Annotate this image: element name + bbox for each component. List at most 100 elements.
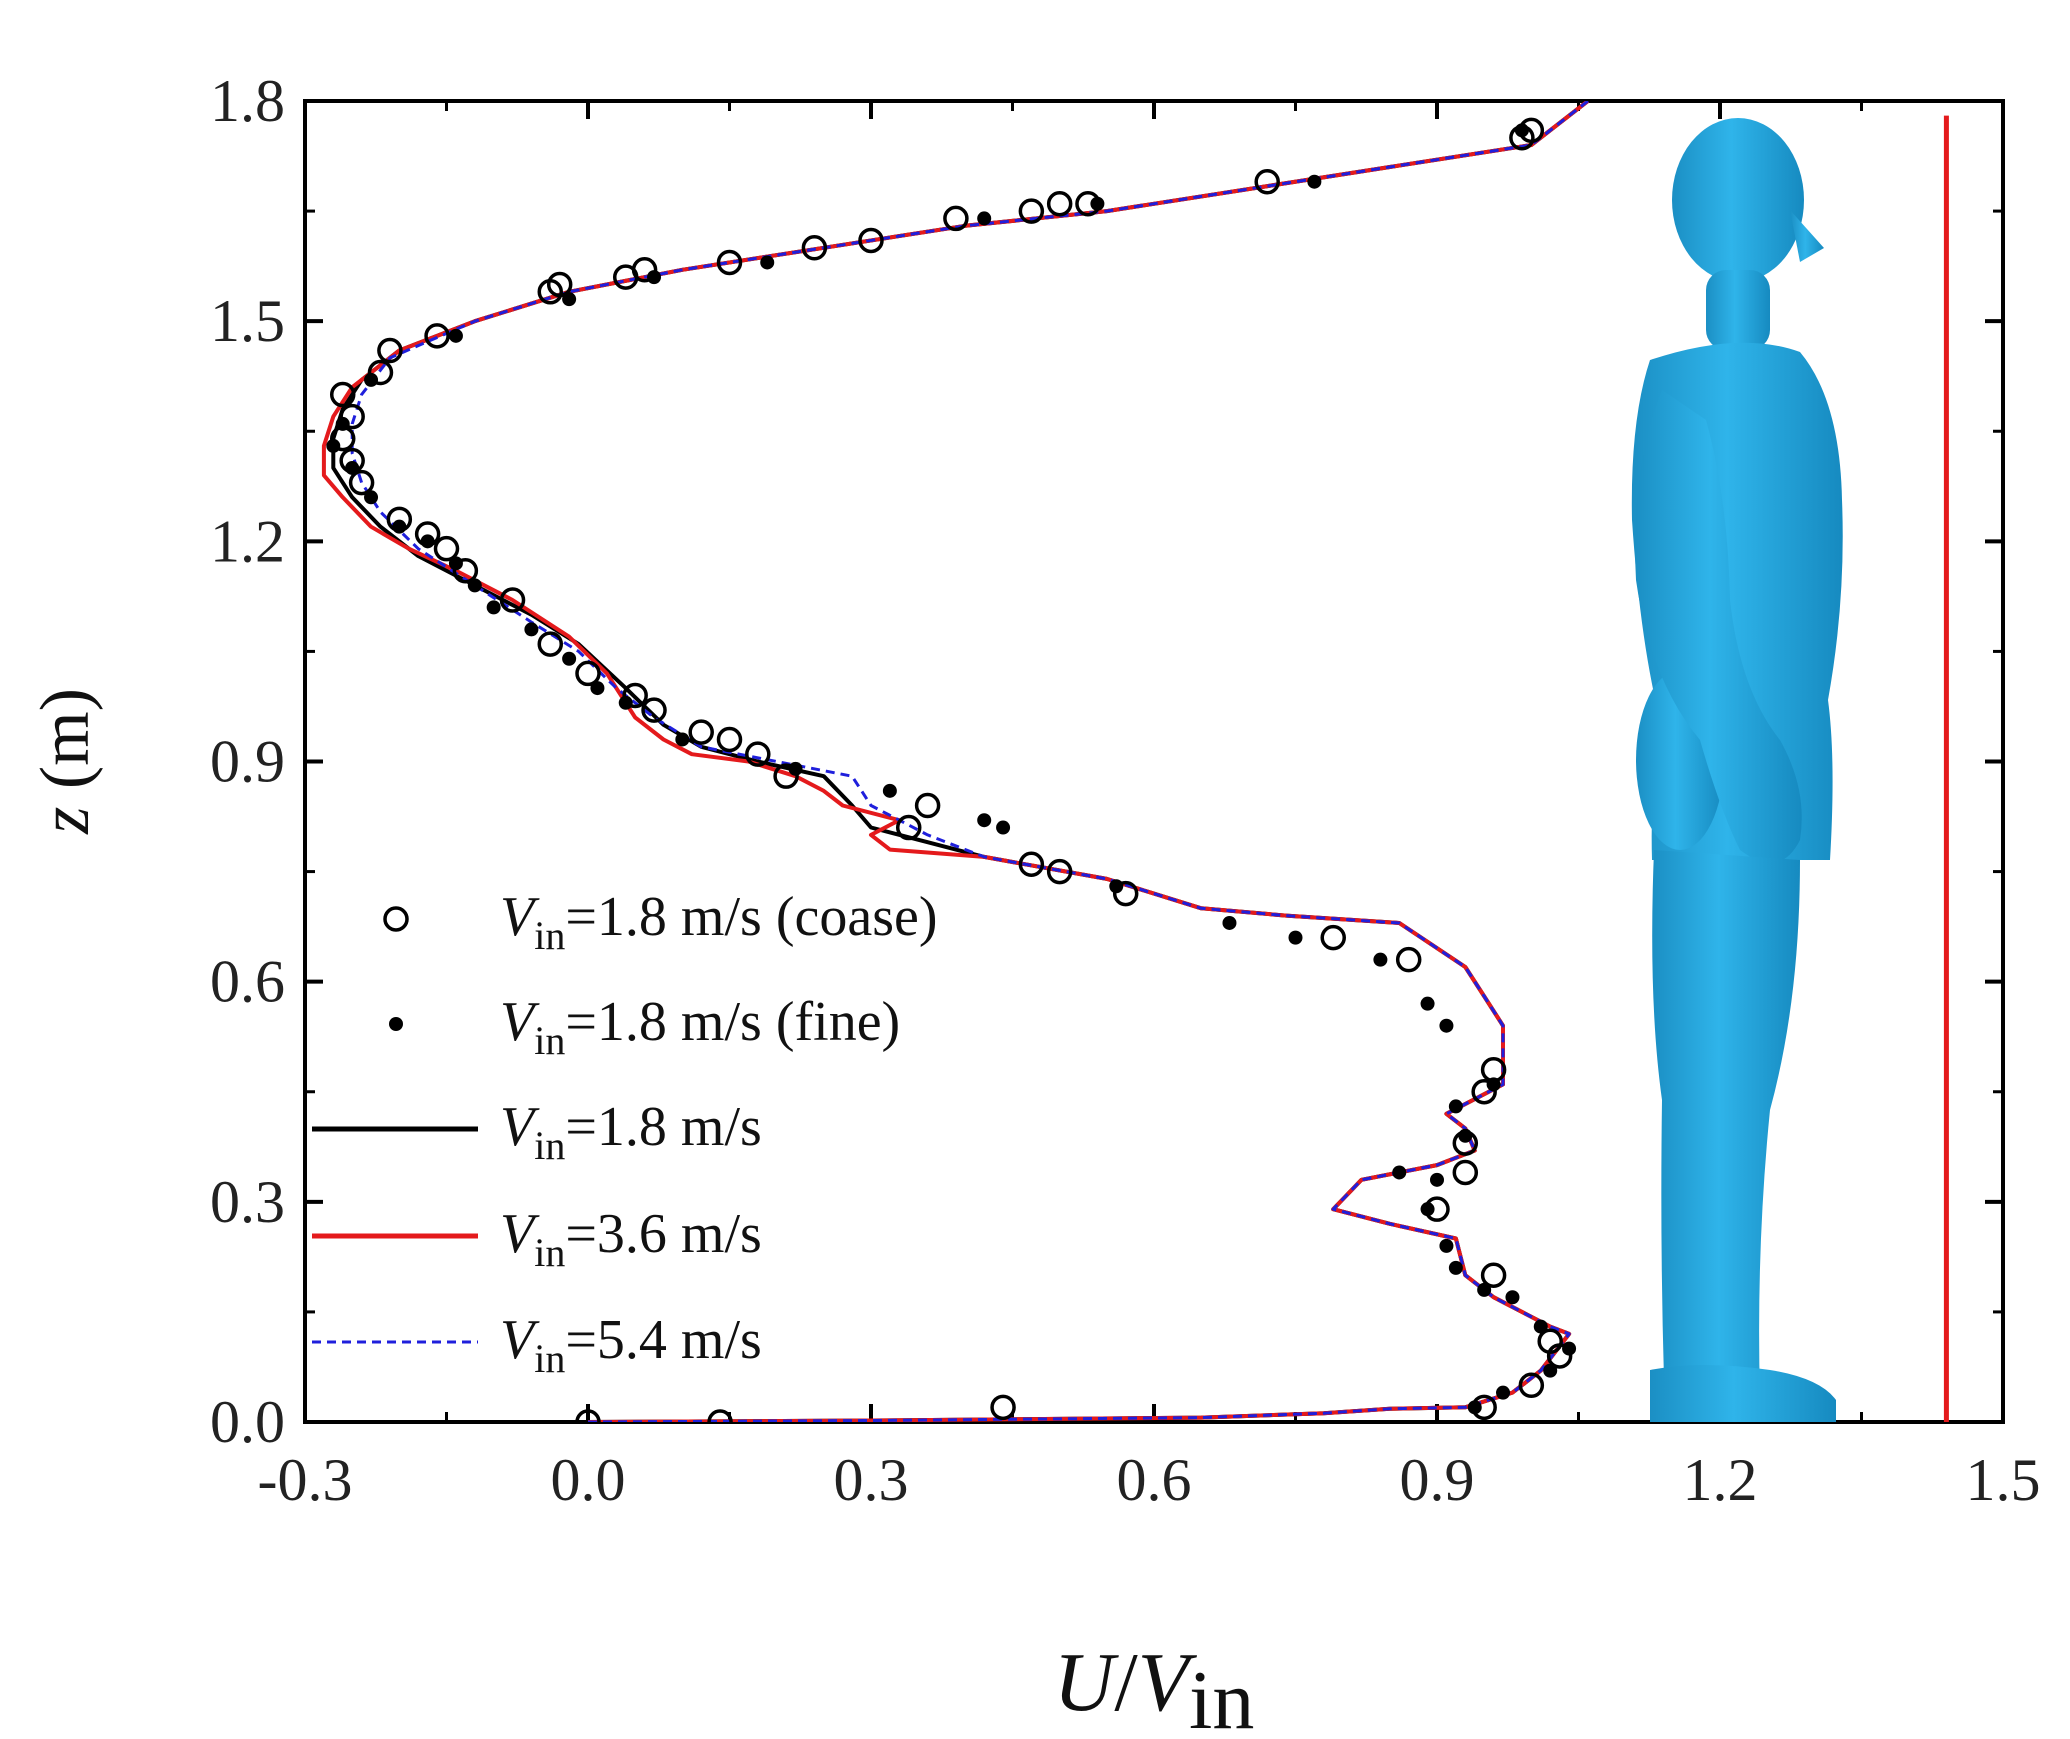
legend-label-var: V [500, 1309, 540, 1371]
scatter-point-fine [364, 372, 379, 387]
legend-label-rest: =1.8 m/s [565, 1096, 762, 1158]
scatter-point-coarse [1518, 1372, 1545, 1399]
scatter-point-coarse [433, 535, 460, 562]
scatter-point-fine [1514, 123, 1529, 138]
legend-label-1: Vin=1.8 m/s (fine) [500, 991, 900, 1063]
scatter-point-coarse [914, 792, 941, 819]
scatter-point-fine [1392, 1165, 1407, 1180]
scatter-point-fine [1373, 952, 1388, 967]
scatter-point-coarse [745, 741, 771, 767]
x-tick-labels: -0.3 0.0 0.3 0.6 0.9 1.2 1.5 [258, 1447, 2041, 1513]
scatter-point-coarse [858, 227, 884, 254]
scatter-point-coarse [1480, 1262, 1507, 1288]
legend-label-0: Vin=1.8 m/s (coase) [500, 886, 938, 958]
scatter-point-fine [788, 761, 803, 776]
y-tick-label: 0.6 [210, 949, 285, 1015]
legend-label-sub: in [534, 1018, 565, 1063]
scatter-point-fine [1430, 1172, 1444, 1187]
scatter-point-coarse [716, 726, 743, 753]
scatter-point-coarse [688, 719, 714, 745]
scatter-point-fine [335, 416, 350, 431]
scatter-point-fine [1307, 174, 1322, 189]
legend-label-rest: =1.8 m/s (coase) [565, 886, 937, 948]
scatter-point-fine [364, 490, 379, 505]
scatter-point-coarse [499, 587, 526, 613]
scatter-point-fine [1467, 1400, 1482, 1415]
x-axis-title: U/Vin [1054, 1636, 1255, 1739]
human-figure-icon [1631, 118, 1843, 1422]
legend-label-var: V [500, 1096, 540, 1158]
scatter-point-fine [326, 438, 341, 453]
scatter-point-fine [345, 460, 360, 475]
scatter-point-coarse [537, 279, 564, 305]
scatter-point-fine [1543, 1363, 1558, 1378]
scatter-point-coarse [1254, 168, 1280, 195]
legend-label-4: Vin=5.4 m/s [500, 1309, 762, 1381]
scatter-point-fine [467, 578, 482, 593]
scatter-point-fine [1109, 879, 1124, 894]
scatter-point-fine [524, 622, 539, 637]
legend-marker-fine [389, 1017, 403, 1031]
scatter-point-coarse [990, 1394, 1016, 1421]
scatter-point-fine [618, 695, 633, 710]
x-tick-label: 0.0 [551, 1447, 626, 1513]
scatter-point-coarse [801, 235, 828, 261]
y-tick-label: 1.8 [210, 68, 285, 134]
scatter-point-fine [1439, 1238, 1454, 1253]
y-axis-title-var: z [27, 807, 104, 835]
scatter-point-coarse [773, 763, 799, 789]
scatter-point-coarse [1395, 946, 1422, 973]
scatter-point-coarse [1046, 190, 1073, 217]
x-tick-label: 0.3 [834, 1447, 909, 1513]
scatter-point-fine [562, 292, 577, 307]
x-tick-label: 1.5 [1966, 1447, 2041, 1513]
series-markers [326, 117, 1577, 1422]
scatter-point-fine [1420, 1202, 1435, 1217]
series-line-4 [350, 101, 1589, 1422]
scatter-point-fine [1486, 1077, 1501, 1092]
legend-label-rest: =3.6 m/s [565, 1203, 762, 1265]
legend-label-sub: in [534, 1230, 565, 1275]
scatter-point-coarse [575, 1409, 601, 1422]
scatter-point-coarse [1046, 858, 1073, 885]
scatter-point-fine [1448, 1260, 1463, 1275]
legend-label-rest: =1.8 m/s (fine) [565, 991, 900, 1053]
legend-label-var: V [500, 1203, 540, 1265]
scatter-point-fine [1222, 915, 1237, 930]
legend-label-var: V [500, 991, 540, 1053]
scatter-point-coarse [1018, 198, 1045, 224]
legend-label-sub: in [534, 913, 565, 958]
scatter-point-fine [420, 534, 435, 549]
legend-marker-coarse [383, 906, 409, 932]
scatter-point-coarse [1112, 880, 1139, 907]
scatter-point-coarse [895, 814, 922, 841]
scatter-point-fine [1448, 1099, 1463, 1114]
scatter-point-fine [448, 556, 463, 571]
scatter-point-coarse [1452, 1159, 1479, 1186]
scatter-point-fine [1090, 196, 1105, 211]
x-axis-title-sep: / [1114, 1636, 1138, 1729]
x-axis-title-main: U [1054, 1636, 1120, 1729]
legend: Vin=1.8 m/s (coase)Vin=1.8 m/s (fine)Vin… [312, 886, 938, 1381]
scatter-point-fine [977, 813, 992, 828]
scatter-point-coarse [631, 257, 658, 283]
scatter-point-fine [675, 732, 690, 747]
scatter-point-fine [882, 783, 897, 798]
legend-label-3: Vin=3.6 m/s [500, 1203, 762, 1275]
scatter-point-fine [647, 270, 662, 285]
y-tick-label: 1.2 [210, 508, 285, 574]
y-tick-label: 0.3 [210, 1169, 285, 1235]
scatter-point-fine [1505, 1290, 1520, 1305]
y-axis-title: z (m) [27, 688, 104, 835]
scatter-point-coarse [537, 631, 564, 657]
scatter-point-coarse [367, 359, 394, 386]
y-tick-labels: 0.0 0.3 0.6 0.9 1.2 1.5 1.8 [210, 68, 285, 1455]
scatter-point-coarse [348, 469, 375, 496]
x-tick-label: 0.9 [1400, 1447, 1475, 1513]
x-tick-label: 1.2 [1683, 1447, 1758, 1513]
scatter-point-coarse [575, 660, 601, 687]
scatter-point-fine [562, 651, 577, 666]
y-axis-title-unit: (m) [27, 688, 104, 807]
scatter-point-fine [590, 681, 605, 696]
